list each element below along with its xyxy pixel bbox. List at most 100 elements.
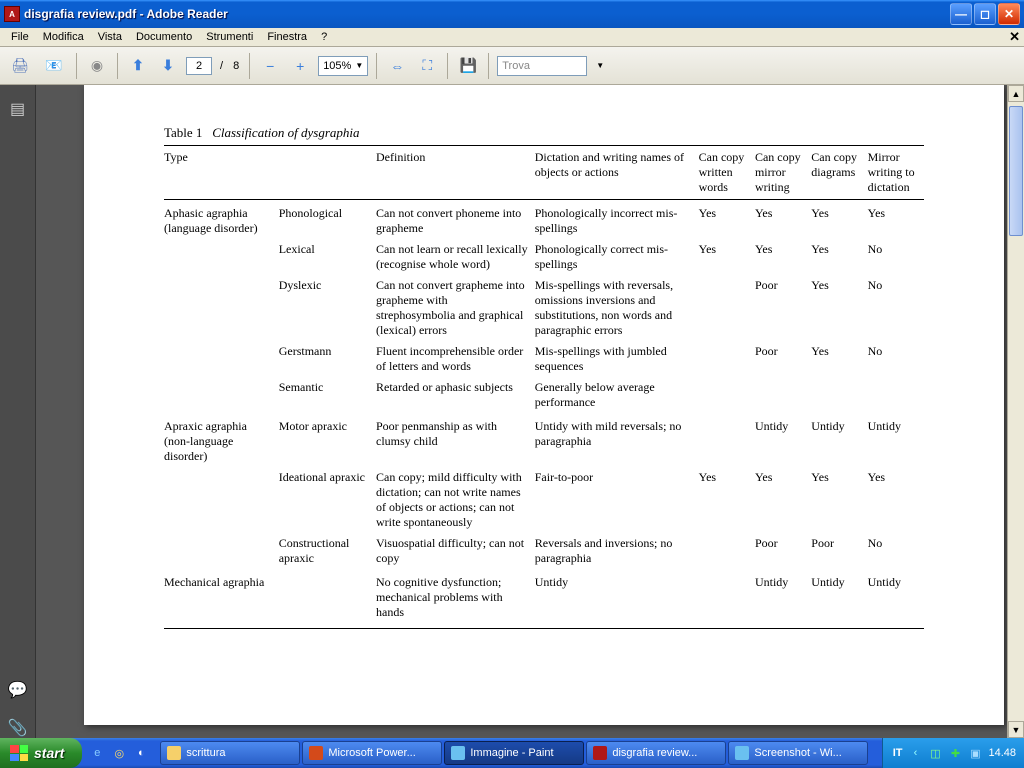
email-button[interactable]: 📧 (40, 52, 68, 80)
table-cell: Retarded or aphasic subjects (376, 377, 535, 413)
taskbar-item-icon (593, 746, 607, 760)
taskbar-item-icon (451, 746, 465, 760)
next-page-button[interactable]: ⬇ (156, 54, 180, 78)
table-cell: Yes (699, 200, 755, 240)
quicklaunch-media-icon[interactable]: ◐ (132, 744, 150, 762)
pdf-page: Table 1 Classification of dysgraphia Typ… (84, 85, 1004, 725)
col-copy-diagrams: Can copy diagrams (811, 146, 867, 200)
table-cell (164, 467, 279, 533)
taskbar-item[interactable]: Screenshot - Wi... (728, 741, 868, 765)
language-indicator[interactable]: IT (893, 747, 903, 759)
table-cell: Yes (868, 467, 924, 533)
maximize-button[interactable]: ◻ (974, 3, 996, 25)
table-cell: No (868, 239, 924, 275)
tray-back-icon[interactable]: ‹ (908, 746, 922, 760)
table-cell (164, 377, 279, 413)
taskbar-item-label: Microsoft Power... (328, 747, 415, 759)
taskbar-item[interactable]: scrittura (160, 741, 300, 765)
vertical-scrollbar[interactable]: ▲ ▼ (1007, 85, 1024, 738)
app-icon: A (4, 6, 20, 22)
menu-vista[interactable]: Vista (91, 29, 129, 45)
zoom-out-button[interactable]: − (258, 54, 282, 78)
table-cell: Poor (811, 533, 867, 569)
table-cell: Aphasic agraphia (language disorder) (164, 200, 279, 240)
scroll-up-arrow[interactable]: ▲ (1008, 85, 1024, 102)
table-cell: Lexical (279, 239, 376, 275)
system-tray: IT ‹ ◫ ✚ ▣ 14.48 (882, 738, 1024, 768)
tray-volume-icon[interactable]: ▣ (968, 746, 982, 760)
table-caption: Table 1 Classification of dysgraphia (164, 125, 924, 141)
toolbar-separator (117, 53, 118, 79)
taskbar-item-label: disgrafia review... (612, 747, 697, 759)
tray-network-icon[interactable]: ◫ (928, 746, 942, 760)
table-cell: Yes (699, 239, 755, 275)
table-cell: Fair-to-poor (535, 467, 699, 533)
quicklaunch-mail-icon[interactable]: ◎ (110, 744, 128, 762)
scroll-thumb[interactable] (1009, 106, 1023, 236)
document-close-icon[interactable]: ✕ (1009, 29, 1020, 45)
table-header-row: Type Definition Dictation and writing na… (164, 146, 924, 200)
content-area: ▤ 💬 📎 Table 1 Classification of dysgraph… (0, 85, 1024, 738)
taskbar-item[interactable]: Immagine - Paint (444, 741, 584, 765)
document-viewport[interactable]: Table 1 Classification of dysgraphia Typ… (36, 85, 1024, 738)
col-type: Type (164, 146, 279, 200)
zoom-in-button[interactable]: + (288, 54, 312, 78)
menu-strumenti[interactable]: Strumenti (199, 29, 260, 45)
minimize-button[interactable]: — (950, 3, 972, 25)
table-cell: Untidy (755, 569, 811, 629)
table-cell: Yes (699, 467, 755, 533)
fit-page-button[interactable]: ⛶ (415, 54, 439, 78)
menubar: File Modifica Vista Documento Strumenti … (0, 28, 1024, 47)
pages-panel-icon[interactable]: ▤ (8, 99, 28, 119)
save-button[interactable]: 💾 (456, 54, 480, 78)
menu-documento[interactable]: Documento (129, 29, 199, 45)
col-mirror-writing: Mirror writing to dictation (868, 146, 924, 200)
toolbar-separator (249, 53, 250, 79)
fit-width-button[interactable]: ⇔ (385, 54, 409, 78)
menu-finestra[interactable]: Finestra (260, 29, 314, 45)
taskbar-item-label: scrittura (186, 747, 225, 759)
table-cell: Can not convert grapheme into grapheme w… (376, 275, 535, 341)
table-cell (755, 377, 811, 413)
table-cell: Can not learn or recall lexically (recog… (376, 239, 535, 275)
table-cell: Fluent incomprehensible order of letters… (376, 341, 535, 377)
attachment-icon[interactable]: 📎 (8, 718, 28, 738)
first-page-button[interactable]: ◉ (85, 54, 109, 78)
zoom-select[interactable]: 105% ▼ (318, 56, 368, 76)
table-cell: Poor (755, 341, 811, 377)
table-cell: Dyslexic (279, 275, 376, 341)
col-dictation: Dictation and writing names of objects o… (535, 146, 699, 200)
table-cell: Untidy (811, 569, 867, 629)
taskbar-item[interactable]: disgrafia review... (586, 741, 726, 765)
taskbar-item-label: Screenshot - Wi... (754, 747, 841, 759)
print-button[interactable]: 🖨 (6, 52, 34, 80)
taskbar-item[interactable]: Microsoft Power... (302, 741, 442, 765)
table-cell: Visuospatial difficulty; can not copy (376, 533, 535, 569)
menu-file[interactable]: File (4, 29, 36, 45)
table-cell: Untidy (755, 413, 811, 467)
scroll-down-arrow[interactable]: ▼ (1008, 721, 1024, 738)
table-cell: Yes (755, 239, 811, 275)
clock[interactable]: 14.48 (988, 747, 1016, 759)
table-cell: Poor (755, 533, 811, 569)
quicklaunch-ie-icon[interactable]: e (88, 744, 106, 762)
col-definition: Definition (376, 146, 535, 200)
table-cell: Yes (811, 275, 867, 341)
start-button[interactable]: start (0, 738, 82, 768)
tray-shield-icon[interactable]: ✚ (948, 746, 962, 760)
table-cell: Untidy with mild reversals; no paragraph… (535, 413, 699, 467)
table-cell: Yes (868, 200, 924, 240)
table-cell: Untidy (535, 569, 699, 629)
find-dropdown[interactable]: ▼ (593, 54, 607, 78)
scroll-track[interactable] (1008, 102, 1024, 721)
table-row: SemanticRetarded or aphasic subjectsGene… (164, 377, 924, 413)
window-controls: — ◻ ✕ (950, 3, 1020, 25)
page-number-input[interactable] (186, 57, 212, 75)
menu-help[interactable]: ? (314, 29, 334, 45)
menu-modifica[interactable]: Modifica (36, 29, 91, 45)
prev-page-button[interactable]: ⬆ (126, 54, 150, 78)
comment-icon[interactable]: 💬 (8, 680, 28, 700)
close-button[interactable]: ✕ (998, 3, 1020, 25)
find-input[interactable]: Trova (497, 56, 587, 76)
zoom-value: 105% (323, 60, 351, 72)
